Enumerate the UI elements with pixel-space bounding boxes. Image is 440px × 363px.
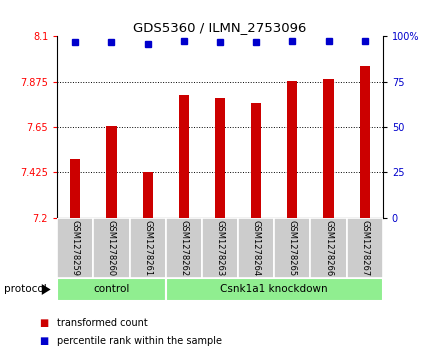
Bar	[70, 159, 81, 218]
Text: GSM1278259: GSM1278259	[71, 220, 80, 276]
Bar	[359, 66, 370, 218]
Bar	[57, 218, 93, 278]
Bar	[311, 218, 347, 278]
Bar	[347, 218, 383, 278]
Text: GSM1278265: GSM1278265	[288, 220, 297, 276]
Bar	[166, 218, 202, 278]
Text: GSM1278266: GSM1278266	[324, 220, 333, 276]
Text: GSM1278260: GSM1278260	[107, 220, 116, 276]
Text: GSM1278263: GSM1278263	[216, 220, 224, 276]
Bar	[274, 218, 311, 278]
Bar	[93, 218, 129, 278]
Bar	[238, 218, 274, 278]
Bar	[57, 278, 166, 301]
Text: control: control	[93, 285, 130, 294]
Text: GSM1278262: GSM1278262	[180, 220, 188, 276]
Text: Csnk1a1 knockdown: Csnk1a1 knockdown	[220, 285, 328, 294]
Text: protocol: protocol	[4, 285, 47, 294]
Text: transformed count: transformed count	[57, 318, 148, 328]
Bar	[215, 98, 225, 218]
Polygon shape	[42, 284, 51, 295]
Bar	[143, 172, 153, 218]
Text: ■: ■	[40, 336, 49, 346]
Bar	[323, 79, 334, 218]
Text: GSM1278267: GSM1278267	[360, 220, 369, 276]
Text: ■: ■	[40, 318, 49, 328]
Text: GSM1278264: GSM1278264	[252, 220, 260, 276]
Title: GDS5360 / ILMN_2753096: GDS5360 / ILMN_2753096	[133, 21, 307, 34]
Bar	[129, 218, 166, 278]
Bar	[251, 103, 261, 218]
Bar	[179, 95, 189, 218]
Bar	[202, 218, 238, 278]
Text: percentile rank within the sample: percentile rank within the sample	[57, 336, 222, 346]
Bar	[106, 126, 117, 218]
Bar	[166, 278, 383, 301]
Bar	[287, 81, 297, 218]
Text: GSM1278261: GSM1278261	[143, 220, 152, 276]
